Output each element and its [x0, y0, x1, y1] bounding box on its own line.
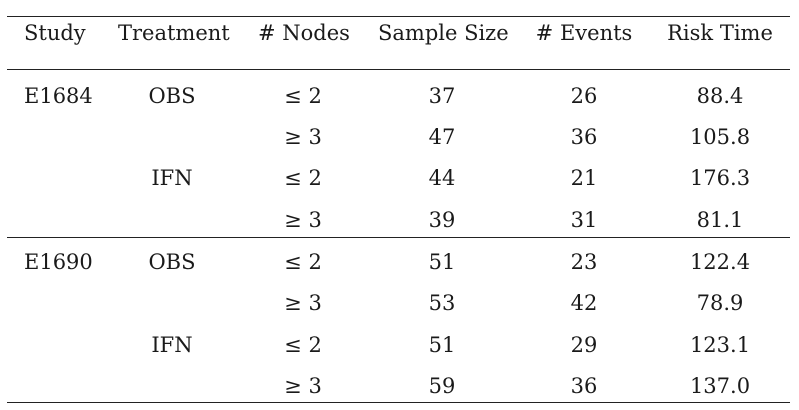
cell-risk-time: 88.4: [696, 84, 744, 108]
cell-sample-size: 51: [428, 333, 456, 357]
cell-risk-time: 81.1: [696, 208, 744, 232]
cell-events: 21: [570, 166, 598, 190]
top-rule: [7, 16, 790, 17]
cell-treatment: [118, 205, 226, 235]
table-row: ≥ 3 39 31 81.1: [0, 205, 799, 235]
cell-risk-time: 78.9: [696, 291, 744, 315]
header-treatment: Treatment: [118, 21, 230, 45]
cell-nodes: ≤ 2: [284, 250, 322, 274]
cell-nodes: ≥ 3: [284, 374, 322, 398]
cell-risk-time: 122.4: [689, 250, 751, 274]
cell-risk-time: 123.1: [689, 333, 751, 357]
cell-treatment: [118, 371, 226, 401]
cell-treatment: [118, 288, 226, 318]
cell-events: 26: [570, 84, 598, 108]
cell-events: 23: [570, 250, 598, 274]
cell-sample-size: 44: [428, 166, 456, 190]
header-nodes: # Nodes: [258, 21, 350, 45]
cell-nodes: ≥ 3: [284, 291, 322, 315]
table-row: IFN ≤ 2 44 21 176.3: [0, 163, 799, 193]
cell-events: 36: [570, 374, 598, 398]
cell-treatment: [118, 122, 226, 152]
cell-treatment: IFN: [151, 333, 193, 357]
table-row: ≥ 3 59 36 137.0: [0, 371, 799, 401]
cell-nodes: ≤ 2: [284, 333, 322, 357]
header-row: Study Treatment # Nodes Sample Size # Ev…: [0, 18, 799, 48]
cell-risk-time: 176.3: [689, 166, 751, 190]
cell-nodes: ≤ 2: [284, 84, 322, 108]
cell-treatment: IFN: [151, 166, 193, 190]
header-risk-time: Risk Time: [667, 21, 773, 45]
cell-sample-size: 47: [428, 125, 456, 149]
cell-nodes: ≤ 2: [284, 166, 322, 190]
table-row: IFN ≤ 2 51 29 123.1: [0, 330, 799, 360]
header-sample-size: Sample Size: [378, 21, 509, 45]
table-row: E1690 OBS ≤ 2 51 23 122.4: [0, 247, 799, 277]
cell-events: 42: [570, 291, 598, 315]
cell-sample-size: 37: [428, 84, 456, 108]
header-study: Study: [24, 21, 86, 45]
table-row: ≥ 3 53 42 78.9: [0, 288, 799, 318]
table-row: E1684 OBS ≤ 2 37 26 88.4: [0, 81, 799, 111]
cell-risk-time: 137.0: [689, 374, 751, 398]
cell-events: 29: [570, 333, 598, 357]
cell-sample-size: 51: [428, 250, 456, 274]
cell-events: 31: [570, 208, 598, 232]
cell-study: E1690: [24, 250, 93, 274]
cell-sample-size: 39: [428, 208, 456, 232]
cell-treatment: OBS: [148, 84, 196, 108]
study-separator-rule: [7, 237, 790, 238]
header-rule: [7, 69, 790, 70]
cell-treatment: OBS: [148, 250, 196, 274]
table-row: ≥ 3 47 36 105.8: [0, 122, 799, 152]
cell-nodes: ≥ 3: [284, 125, 322, 149]
bottom-rule: [7, 402, 790, 403]
cell-study: E1684: [24, 84, 93, 108]
cell-risk-time: 105.8: [689, 125, 751, 149]
header-events: # Events: [535, 21, 633, 45]
cell-nodes: ≥ 3: [284, 208, 322, 232]
cell-sample-size: 53: [428, 291, 456, 315]
cell-sample-size: 59: [428, 374, 456, 398]
cell-events: 36: [570, 125, 598, 149]
